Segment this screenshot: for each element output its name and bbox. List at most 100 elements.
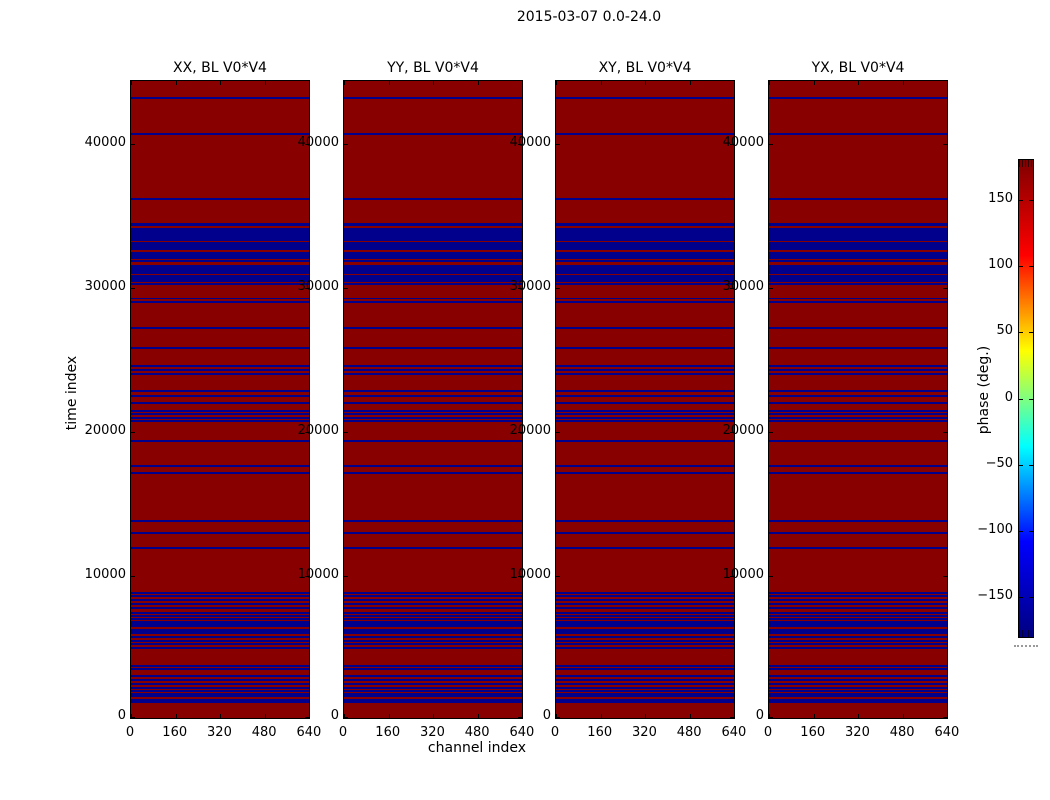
- flagged-row-stripe: [769, 465, 947, 468]
- flagged-row-stripe: [769, 395, 947, 398]
- y-tick-mark: [518, 717, 522, 718]
- flagged-row-stripe: [131, 665, 309, 668]
- flagged-row-stripe: [344, 251, 522, 259]
- flagged-row-stripe: [769, 640, 947, 643]
- flagged-row-stripe: [131, 133, 309, 136]
- panel-xx: [130, 80, 310, 719]
- colorbar-tick-mark: [1029, 531, 1033, 532]
- flagged-row-stripe: [556, 643, 734, 645]
- flagged-row-stripe: [344, 607, 522, 610]
- x-tick-label: 160: [375, 725, 401, 740]
- flagged-row-stripe: [344, 440, 522, 443]
- colorbar-tick-label: 50: [996, 323, 1013, 339]
- flagged-row-stripe: [769, 297, 947, 300]
- flagged-row-stripe: [769, 520, 947, 523]
- y-tick-mark: [556, 576, 560, 578]
- y-tick-label: 40000: [297, 135, 339, 151]
- y-tick-label: 10000: [509, 567, 551, 583]
- flagged-row-stripe: [556, 674, 734, 677]
- flagged-row-stripe: [556, 592, 734, 595]
- flagged-row-stripe: [344, 690, 522, 693]
- colorbar: [1018, 159, 1034, 638]
- flagged-row-stripe: [769, 602, 947, 605]
- flagged-row-stripe: [769, 373, 947, 376]
- flagged-row-stripe: [556, 274, 734, 282]
- flagged-row-stripe: [556, 347, 734, 350]
- flagged-row-stripe: [556, 692, 734, 697]
- panel-yy: [343, 80, 523, 719]
- flagged-row-stripe: [556, 259, 734, 262]
- x-tick-mark: [645, 714, 647, 718]
- flagged-row-stripe: [344, 264, 522, 274]
- x-tick-mark: [556, 81, 557, 85]
- flagged-row-stripe: [131, 636, 309, 639]
- x-tick-label: 320: [845, 725, 870, 740]
- y-tick-mark: [131, 288, 135, 290]
- x-tick-mark: [175, 81, 177, 85]
- colorbar-tick-mark: [1029, 597, 1033, 599]
- y-tick-mark: [556, 432, 560, 434]
- flagged-row-stripe: [344, 223, 522, 226]
- y-tick-mark: [769, 717, 773, 718]
- flagged-row-stripe: [131, 413, 309, 416]
- flagged-row-stripe: [769, 629, 947, 635]
- x-tick-label: 480: [676, 725, 702, 740]
- flagged-row-stripe: [131, 547, 309, 550]
- flagged-row-stripe: [556, 420, 734, 423]
- flagged-row-stripe: [769, 612, 947, 615]
- flagged-row-stripe: [344, 520, 522, 523]
- x-tick-label: 0: [338, 725, 348, 740]
- flagged-row-stripe: [344, 241, 522, 250]
- flagged-row-stripe: [344, 678, 522, 681]
- y-tick-mark: [943, 432, 947, 434]
- flagged-row-stripe: [131, 615, 309, 618]
- flagged-row-stripe: [769, 618, 947, 621]
- colorbar-tick-mark: [1019, 199, 1023, 201]
- flagged-row-stripe: [556, 223, 734, 226]
- x-tick-mark: [813, 81, 815, 85]
- flagged-row-stripe: [131, 602, 309, 605]
- y-tick-mark: [305, 576, 309, 578]
- flagged-row-stripe: [769, 615, 947, 618]
- flagged-row-stripe: [131, 327, 309, 330]
- flagged-row-stripe: [131, 621, 309, 628]
- flagged-row-stripe: [556, 615, 734, 618]
- y-tick-label: 10000: [722, 567, 764, 583]
- x-tick-mark: [478, 81, 480, 85]
- flagged-row-stripe: [769, 592, 947, 595]
- y-tick-mark: [305, 144, 309, 146]
- colorbar-label: phase (deg.): [976, 345, 992, 435]
- panel-title-xy: XY, BL V0*V4: [598, 60, 692, 76]
- y-tick-mark: [943, 717, 947, 718]
- x-axis-label: channel index: [427, 740, 527, 756]
- x-tick-mark: [522, 714, 523, 718]
- flagged-row-stripe: [344, 599, 522, 602]
- flagged-row-stripe: [344, 420, 522, 423]
- flagged-row-stripe: [131, 607, 309, 610]
- flagged-row-stripe: [769, 327, 947, 330]
- x-tick-mark: [265, 714, 267, 718]
- flagged-row-stripe: [344, 347, 522, 350]
- x-tick-label: 160: [587, 725, 613, 740]
- y-tick-mark: [769, 432, 773, 434]
- flagged-row-stripe: [556, 241, 734, 250]
- flagged-row-stripe: [556, 678, 734, 681]
- flagged-row-stripe: [556, 369, 734, 372]
- y-tick-label: 0: [542, 708, 551, 723]
- flagged-row-stripe: [556, 465, 734, 468]
- flagged-row-stripe: [344, 592, 522, 595]
- panel-title-yy: YY, BL V0*V4: [387, 60, 479, 76]
- x-tick-label: 320: [207, 725, 232, 740]
- flagged-row-stripe: [769, 223, 947, 226]
- flagged-row-stripe: [769, 687, 947, 690]
- panel-yx: [768, 80, 948, 719]
- flagged-row-stripe: [344, 532, 522, 535]
- flagged-row-stripe: [769, 674, 947, 677]
- x-tick-mark: [645, 81, 647, 85]
- y-tick-label: 0: [117, 708, 126, 723]
- y-tick-mark: [769, 288, 773, 290]
- x-tick-label: 640: [934, 725, 960, 740]
- y-tick-mark: [556, 144, 560, 146]
- y-tick-mark: [344, 576, 348, 578]
- flagged-row-stripe: [769, 283, 947, 286]
